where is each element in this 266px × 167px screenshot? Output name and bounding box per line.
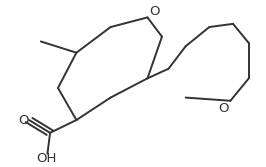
Text: O: O xyxy=(219,102,229,115)
Text: O: O xyxy=(149,5,159,18)
Text: O: O xyxy=(19,114,29,127)
Text: OH: OH xyxy=(36,152,56,165)
